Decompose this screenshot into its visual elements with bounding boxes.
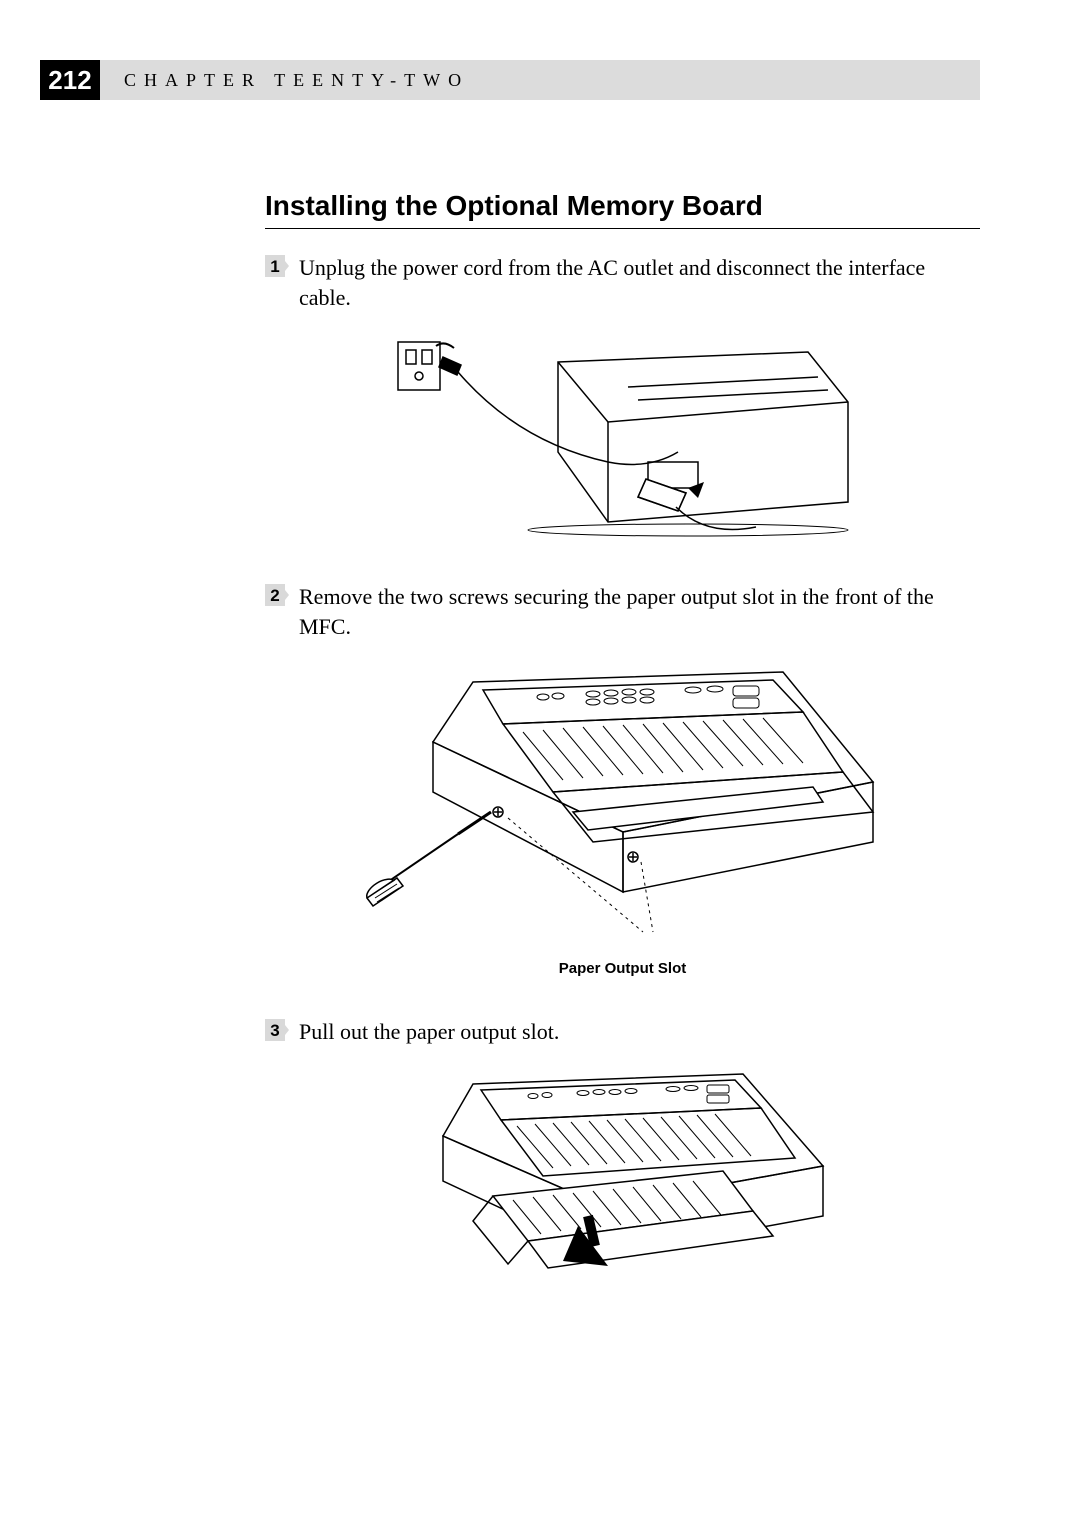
svg-text:1: 1 xyxy=(270,257,279,276)
page-header: 212 CHAPTER TEENTY-TWO xyxy=(40,60,980,100)
svg-text:3: 3 xyxy=(270,1021,279,1040)
step-text: Remove the two screws securing the paper… xyxy=(299,582,980,641)
step-text: Unplug the power cord from the AC outlet… xyxy=(299,253,980,312)
step-3: 3 Pull out the paper output slot. xyxy=(265,1017,980,1047)
step-2: 2 Remove the two screws securing the pap… xyxy=(265,582,980,641)
figure-pull-slot xyxy=(265,1066,980,1286)
svg-text:2: 2 xyxy=(270,586,279,605)
step-1: 1 Unplug the power cord from the AC outl… xyxy=(265,253,980,312)
document-page: 212 CHAPTER TEENTY-TWO Installing the Op… xyxy=(0,0,1080,1406)
step-text: Pull out the paper output slot. xyxy=(299,1017,559,1047)
content-area: Installing the Optional Memory Board 1 U… xyxy=(265,190,980,1286)
figure-caption: Paper Output Slot xyxy=(559,960,687,977)
figure-unplug xyxy=(265,332,980,542)
step-number-icon: 2 xyxy=(265,584,289,608)
section-title: Installing the Optional Memory Board xyxy=(265,190,980,229)
figure-remove-screws: Paper Output Slot xyxy=(265,662,980,977)
step-number-icon: 1 xyxy=(265,255,289,279)
step-number-icon: 3 xyxy=(265,1019,289,1043)
chapter-label: CHAPTER TEENTY-TWO xyxy=(124,70,469,91)
page-number: 212 xyxy=(40,60,100,100)
